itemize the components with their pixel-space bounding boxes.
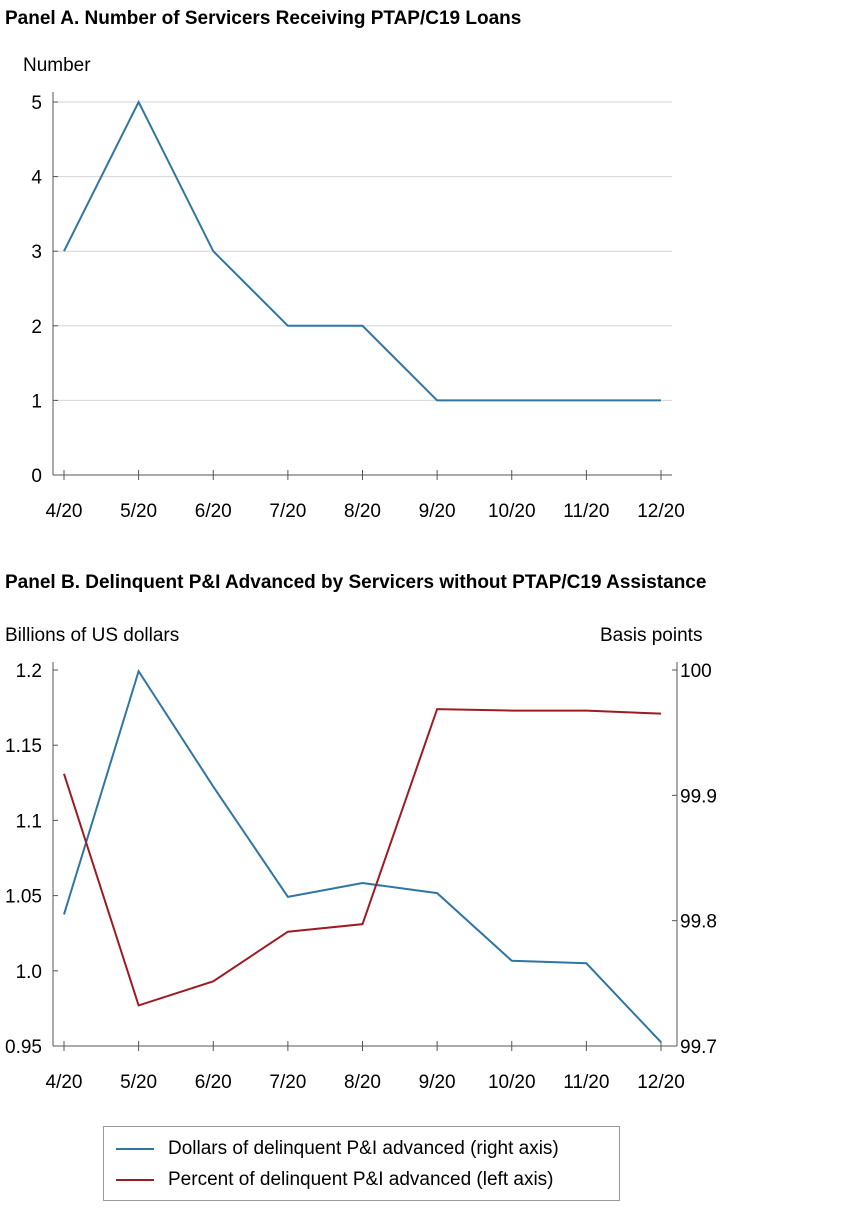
legend-label-dollars: Dollars of delinquent P&I advanced (righ… bbox=[168, 1138, 559, 1159]
x-tick-label-b-6: 10/20 bbox=[488, 1072, 536, 1093]
series-line-a-0 bbox=[63, 99, 661, 402]
y-tick-label-right-b-2: 99.9 bbox=[680, 786, 717, 807]
y-tick-label-right-b-3: 100 bbox=[680, 661, 712, 682]
y-tick-label-a-3: 3 bbox=[31, 242, 42, 263]
panel-a-title: Panel A. Number of Servicers Receiving P… bbox=[5, 8, 522, 29]
y-tick-label-left-b-4: 1.15 bbox=[5, 736, 42, 757]
x-tick-label-b-4: 8/20 bbox=[344, 1072, 381, 1093]
x-tick-label-b-1: 5/20 bbox=[120, 1072, 157, 1093]
y-tick-label-right-b-1: 99.8 bbox=[680, 912, 717, 933]
series-line-b-0 bbox=[63, 668, 662, 1043]
x-tick-label-b-5: 9/20 bbox=[419, 1072, 456, 1093]
x-tick-label-a-5: 9/20 bbox=[419, 501, 456, 522]
y-tick-label-left-b-5: 1.2 bbox=[16, 661, 42, 682]
legend-swatch-dollars bbox=[116, 1148, 154, 1150]
series-line-b-1 bbox=[63, 708, 662, 1007]
y-tick-label-left-b-1: 1.0 bbox=[16, 962, 42, 983]
x-tick-label-a-7: 11/20 bbox=[563, 501, 609, 522]
panel-b-legend: Dollars of delinquent P&I advanced (righ… bbox=[103, 1126, 620, 1201]
panel-a-line-chart: 0 1 2 3 4 5 4/20 5/20 6/20 7/20 8/20 9/20 10/20 11/20… bbox=[31, 92, 685, 522]
x-tick-label-a-6: 10/20 bbox=[488, 501, 536, 522]
x-tick-label-a-4: 8/20 bbox=[344, 501, 381, 522]
x-tick-label-a-0: 4/20 bbox=[46, 501, 83, 522]
x-tick-label-a-1: 5/20 bbox=[120, 501, 157, 522]
panel-b-right-axis-label: Basis points bbox=[600, 625, 703, 646]
y-tick-label-left-b-0: 0.95 bbox=[5, 1037, 42, 1058]
x-tick-label-b-2: 6/20 bbox=[195, 1072, 232, 1093]
x-tick-label-b-3: 7/20 bbox=[269, 1072, 306, 1093]
y-tick-label-a-1: 1 bbox=[31, 391, 42, 412]
y-tick-label-a-4: 4 bbox=[31, 168, 42, 189]
panel-b-line-chart: 0.95 1.0 1.05 1.1 1.15 1.2 99.7 99.8 99.9 100 4/20… bbox=[5, 661, 717, 1093]
panel-b-title: Panel B. Delinquent P&I Advanced by Serv… bbox=[5, 572, 707, 593]
x-tick-label-b-7: 11/20 bbox=[563, 1072, 609, 1093]
legend-item-dollars: Dollars of delinquent P&I advanced (righ… bbox=[116, 1138, 559, 1160]
x-tick-label-a-8: 12/20 bbox=[637, 501, 685, 522]
x-tick-label-a-2: 6/20 bbox=[195, 501, 232, 522]
y-tick-label-a-0: 0 bbox=[31, 466, 42, 487]
x-tick-label-b-0: 4/20 bbox=[46, 1072, 83, 1093]
x-tick-label-a-3: 7/20 bbox=[269, 501, 306, 522]
panel-a-y-axis-label: Number bbox=[23, 55, 91, 76]
legend-label-percent: Percent of delinquent P&I advanced (left… bbox=[168, 1169, 554, 1190]
y-tick-label-left-b-3: 1.1 bbox=[16, 811, 42, 832]
y-tick-label-left-b-2: 1.05 bbox=[5, 887, 42, 908]
panel-b-left-axis-label: Billions of US dollars bbox=[5, 625, 180, 646]
y-tick-label-a-5: 5 bbox=[31, 93, 42, 114]
y-tick-label-right-b-0: 99.7 bbox=[680, 1037, 717, 1058]
x-tick-label-b-8: 12/20 bbox=[637, 1072, 685, 1093]
legend-item-percent: Percent of delinquent P&I advanced (left… bbox=[116, 1169, 554, 1191]
y-tick-label-a-2: 2 bbox=[31, 317, 42, 338]
legend-swatch-percent bbox=[116, 1179, 154, 1181]
